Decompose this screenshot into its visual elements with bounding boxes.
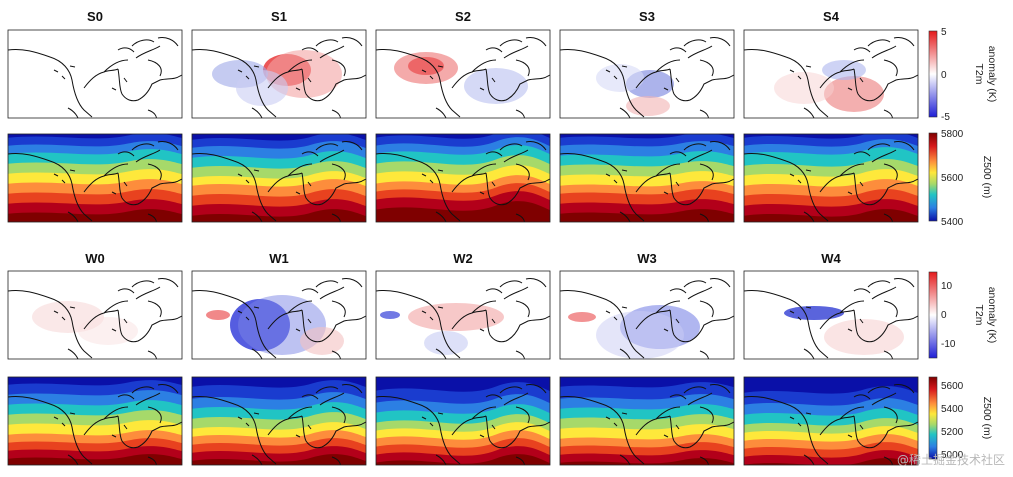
map-panel-w4-t2m xyxy=(743,270,919,360)
panel-title-w0: W0 xyxy=(85,251,105,266)
panel-title-w2: W2 xyxy=(453,251,473,266)
winter-t2m-label-line1: T2m xyxy=(973,305,985,326)
winter-t2m-colorbar-bar xyxy=(928,271,938,359)
map-panel-s1-z500 xyxy=(191,133,367,223)
summer-z500-tick-bottom: 5400 xyxy=(941,217,964,228)
winter-t2m-label-line2: anomaly (K) xyxy=(986,287,998,344)
winter-z500-tick-4: 5000 xyxy=(941,450,964,461)
map-panel-s0-z500 xyxy=(7,133,183,223)
panel-title-s1: S1 xyxy=(271,9,287,24)
winter-z500-tick-2: 5400 xyxy=(941,404,964,415)
winter-t2m-colorbar: 10 0 -10 T2m anomaly (K) xyxy=(928,271,998,359)
map-panel-s2-z500 xyxy=(375,133,551,223)
map-panel-w2-z500 xyxy=(375,376,551,466)
summer-z500-tick-top: 5800 xyxy=(941,129,964,140)
winter-z500-colorbar-bar xyxy=(928,376,938,460)
panel-title-w4: W4 xyxy=(821,251,841,266)
winter-z500-colorbar: 5600 5400 5200 5000 Z500 (m) xyxy=(928,376,993,461)
map-panel-w3-t2m xyxy=(559,270,735,360)
winter-t2m-tick-mid: 0 xyxy=(941,310,947,321)
panel-title-w1: W1 xyxy=(269,251,289,266)
panel-title-s0: S0 xyxy=(87,9,103,24)
map-panel-w3-z500 xyxy=(559,376,735,466)
panel-title-s2: S2 xyxy=(455,9,471,24)
panel-title-s4: S4 xyxy=(823,9,840,24)
map-panel-s4-z500 xyxy=(743,133,919,223)
map-panels xyxy=(7,29,919,466)
map-panel-w0-t2m xyxy=(7,270,183,360)
summer-t2m-label-line1: T2m xyxy=(973,64,985,85)
winter-t2m-tick-bottom: -10 xyxy=(941,339,956,350)
winter-z500-tick-3: 5200 xyxy=(941,427,964,438)
panel-title-s3: S3 xyxy=(639,9,655,24)
summer-t2m-tick-mid: 0 xyxy=(941,70,947,81)
map-panel-w0-z500 xyxy=(7,376,183,466)
winter-t2m-tick-top: 10 xyxy=(941,281,953,292)
watermark: @稀土掘金技术社区 xyxy=(897,452,1005,467)
map-panel-s1-t2m xyxy=(191,29,367,119)
map-panel-w1-z500 xyxy=(191,376,367,466)
map-panel-s0-t2m xyxy=(7,29,183,119)
summer-z500-tick-mid: 5600 xyxy=(941,173,964,184)
summer-t2m-label-line2: anomaly (K) xyxy=(986,46,998,103)
map-panel-s3-t2m xyxy=(559,29,735,119)
winter-z500-tick-1: 5600 xyxy=(941,381,964,392)
map-panel-s3-z500 xyxy=(559,133,735,223)
summer-t2m-tick-min: -5 xyxy=(941,112,950,123)
summer-t2m-tick-max: 5 xyxy=(941,27,947,38)
panel-titles: S0 S1 S2 S3 S4 W0 W1 W2 W3 W4 xyxy=(85,9,841,266)
panel-title-w3: W3 xyxy=(637,251,657,266)
map-panel-w2-t2m xyxy=(375,270,551,360)
summer-z500-colorbar-bar xyxy=(928,132,938,222)
summer-z500-label: Z500 (m) xyxy=(981,156,993,199)
summer-t2m-colorbar: 5 0 -5 T2m anomaly (K) xyxy=(928,27,998,123)
map-panel-w1-t2m xyxy=(191,270,367,360)
summer-z500-colorbar: 5800 5600 5400 Z500 (m) xyxy=(928,129,993,228)
winter-z500-label: Z500 (m) xyxy=(981,397,993,440)
summer-t2m-colorbar-bar xyxy=(928,30,938,118)
map-panel-w4-z500 xyxy=(743,376,919,466)
map-panel-s2-t2m xyxy=(375,29,551,119)
map-panel-s4-t2m xyxy=(743,29,919,119)
